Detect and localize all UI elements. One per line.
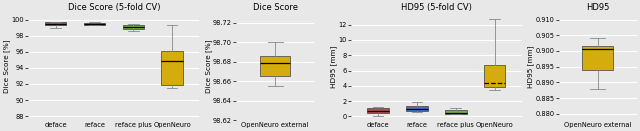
PathPatch shape [123, 25, 144, 29]
Title: HD95: HD95 [586, 4, 609, 12]
Title: Dice Score: Dice Score [253, 4, 298, 12]
PathPatch shape [260, 56, 291, 76]
PathPatch shape [484, 65, 506, 87]
PathPatch shape [445, 110, 467, 114]
PathPatch shape [582, 46, 613, 70]
PathPatch shape [84, 23, 105, 25]
Title: HD95 (5-fold CV): HD95 (5-fold CV) [401, 4, 472, 12]
PathPatch shape [367, 108, 389, 113]
PathPatch shape [45, 23, 67, 25]
Y-axis label: HD95 [mm]: HD95 [mm] [330, 46, 337, 88]
Y-axis label: Dice Score [%]: Dice Score [%] [205, 40, 212, 93]
PathPatch shape [406, 106, 428, 111]
Y-axis label: HD95 [mm]: HD95 [mm] [527, 46, 534, 88]
PathPatch shape [161, 51, 183, 85]
Y-axis label: Dice Score [%]: Dice Score [%] [3, 40, 10, 93]
Title: Dice Score (5-fold CV): Dice Score (5-fold CV) [68, 4, 160, 12]
